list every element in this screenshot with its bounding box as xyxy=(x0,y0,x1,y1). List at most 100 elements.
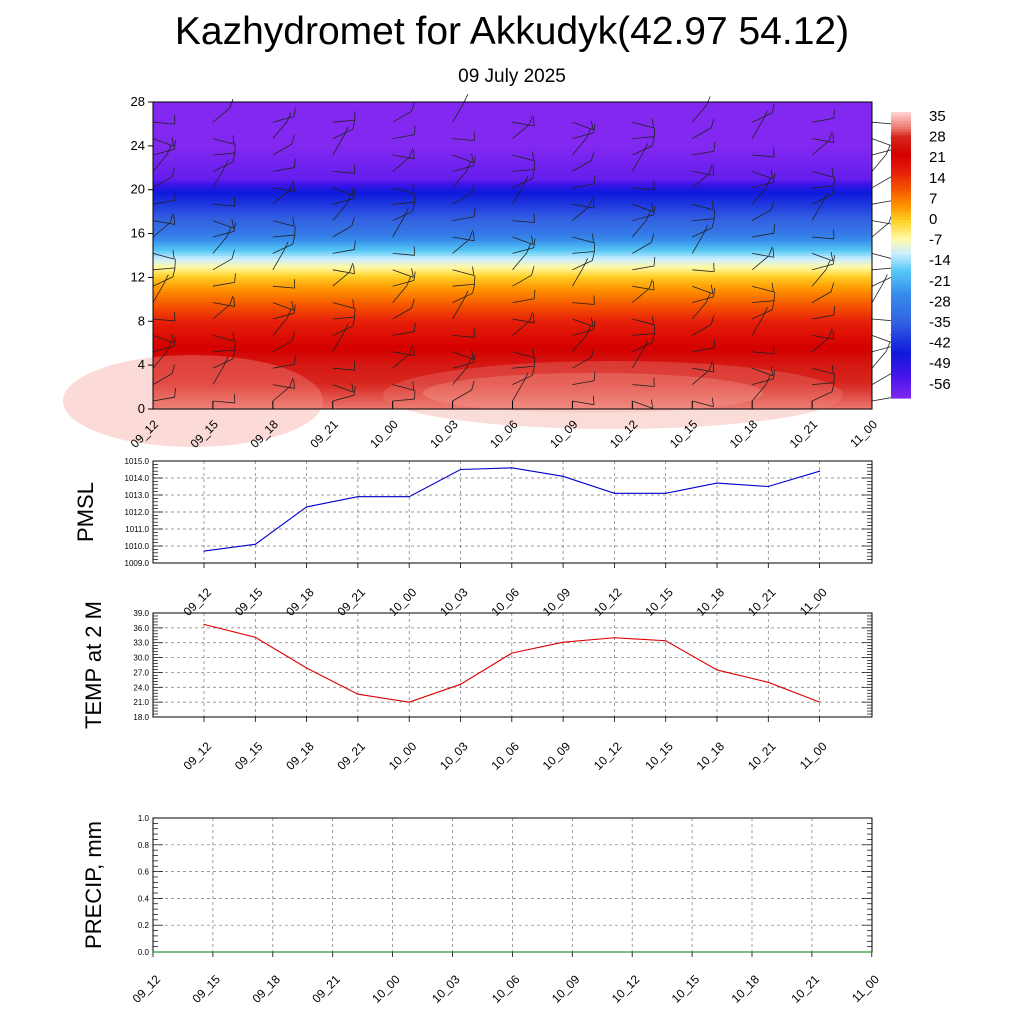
wind-barb xyxy=(332,384,354,393)
temperature-band xyxy=(153,327,872,331)
wind-barb-flag xyxy=(283,241,289,251)
x-tick-label: 10_03 xyxy=(429,972,463,1006)
x-tick-label: 10_03 xyxy=(437,585,471,619)
temperature-band xyxy=(153,393,872,397)
wind-barb xyxy=(272,340,293,353)
colorbar-segment xyxy=(891,182,911,186)
x-tick-label: 10_21 xyxy=(789,972,823,1006)
wind-barb xyxy=(212,152,235,156)
wind-barb-flag xyxy=(831,382,835,392)
temperature-band xyxy=(153,209,872,213)
wind-barb-flag xyxy=(174,388,176,398)
wind-barb-flag xyxy=(286,309,292,319)
wind-barb xyxy=(871,121,894,125)
colorbar-segment xyxy=(891,255,911,259)
wind-barb xyxy=(152,121,175,125)
colorbar-segment xyxy=(891,114,911,119)
temperature-band xyxy=(153,176,872,180)
wind-barb xyxy=(632,187,655,191)
wind-barb-flag xyxy=(293,107,296,117)
colorbar-segment xyxy=(891,313,911,317)
data-point xyxy=(562,641,564,643)
colorbar-segment xyxy=(891,316,911,320)
wind-barb-flag xyxy=(713,338,716,349)
wind-barb xyxy=(332,367,355,371)
wind-barb xyxy=(811,367,834,375)
wind-barb-flag xyxy=(351,216,355,227)
wind-barb xyxy=(152,138,174,147)
wind-barb xyxy=(811,337,830,353)
temperature-band xyxy=(153,265,872,269)
wind-barb xyxy=(751,383,767,402)
data-point xyxy=(511,951,513,953)
temperature-band xyxy=(153,237,872,241)
x-tick-label: 09_21 xyxy=(307,417,341,451)
wind-barb xyxy=(692,400,714,408)
x-tick-label: 10_00 xyxy=(369,972,403,1006)
wind-barb-flag xyxy=(411,298,415,309)
colorbar-label: -35 xyxy=(929,314,951,331)
temperature-band xyxy=(153,142,872,147)
colorbar-segment xyxy=(891,339,911,344)
wind-barb-flag xyxy=(226,227,232,237)
wind-barb-flag xyxy=(294,355,296,365)
wind-barb xyxy=(332,128,353,139)
temperature-band xyxy=(153,217,872,221)
wind-barb-flag xyxy=(531,266,535,276)
wind-barb xyxy=(572,318,594,327)
wind-barb-flag xyxy=(351,186,354,196)
wind-barb xyxy=(212,236,228,254)
temperature-band xyxy=(153,201,872,205)
wind-barb xyxy=(392,280,415,287)
wind-barb xyxy=(811,194,833,205)
data-point xyxy=(152,951,154,953)
data-point xyxy=(767,485,769,488)
colorbar-segment xyxy=(891,158,911,163)
x-tick-label: 10_15 xyxy=(642,739,676,773)
x-tick-label: 10_09 xyxy=(540,585,574,619)
temperature-band xyxy=(153,227,872,231)
wind-barb-flag xyxy=(291,331,295,341)
wind-barb xyxy=(811,263,834,271)
colorbar-segment xyxy=(891,257,911,262)
wind-barb-flag xyxy=(711,218,715,228)
y-tick-label: 4 xyxy=(138,357,145,372)
wind-barb-flag xyxy=(173,140,176,150)
wind-barb-flag xyxy=(762,110,768,120)
colorbar-segment xyxy=(891,386,911,390)
wind-barb xyxy=(452,170,468,189)
data-point xyxy=(306,506,308,508)
wind-barb xyxy=(572,206,590,221)
colorbar-segment xyxy=(891,214,911,218)
wind-barb-flag xyxy=(773,369,776,379)
temperature-band xyxy=(153,247,872,251)
colorbar-segment xyxy=(891,237,911,242)
wind-barb xyxy=(871,276,893,287)
wind-barb-flag xyxy=(223,356,229,366)
colorbar-segment xyxy=(891,129,911,134)
x-tick-label: 10_09 xyxy=(549,972,583,1006)
wind-barb-flag xyxy=(882,274,888,284)
wind-barb xyxy=(272,234,295,238)
temperature-band xyxy=(153,342,872,346)
wind-barb xyxy=(332,302,355,309)
data-point xyxy=(613,637,616,639)
x-tick-label: 10_21 xyxy=(745,585,779,619)
colorbar-segment xyxy=(891,325,911,329)
colorbar-segment xyxy=(891,301,911,306)
wind-barb xyxy=(392,217,405,238)
temperature-band xyxy=(153,388,872,392)
wind-barb-flag xyxy=(653,256,656,267)
wind-barb-flag xyxy=(825,260,831,270)
data-point xyxy=(716,482,718,484)
wind-barb xyxy=(871,253,894,260)
wind-barb xyxy=(811,253,833,262)
wind-barb xyxy=(272,312,295,320)
temperature-band xyxy=(153,212,872,216)
temperature-band xyxy=(153,304,872,308)
colorbar-segment xyxy=(891,392,911,396)
y-tick-label: 20 xyxy=(131,182,145,197)
wind-barb-flag xyxy=(412,184,415,194)
wind-barb-flag xyxy=(472,231,475,241)
wind-barb xyxy=(632,333,655,336)
